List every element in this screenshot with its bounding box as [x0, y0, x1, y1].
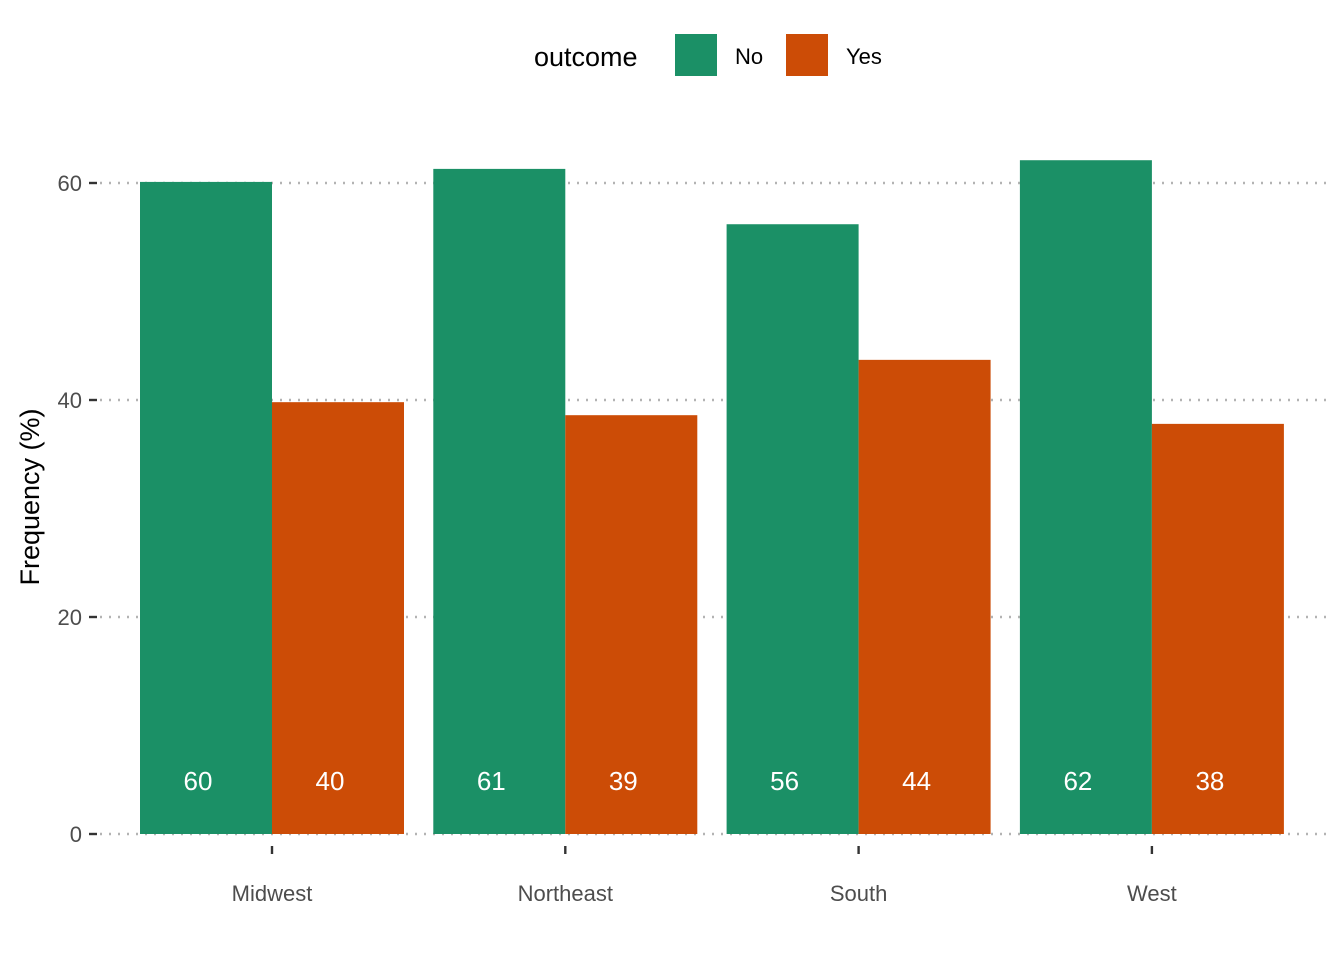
bar-northeast-no — [433, 168, 566, 834]
bar-midwest-no — [140, 181, 272, 835]
bar-west-no — [1019, 160, 1152, 835]
bar-value-label: 61 — [477, 766, 506, 796]
legend-label-no: No — [735, 44, 763, 69]
y-axis: 0 20 40 60 — [58, 171, 97, 847]
y-tick-label: 0 — [70, 822, 82, 847]
legend: outcome No Yes — [534, 34, 882, 76]
x-tick-label: South — [830, 881, 888, 906]
y-tick-label: 60 — [58, 171, 82, 196]
y-axis-title: Frequency (%) — [15, 408, 45, 585]
y-tick-label: 20 — [58, 605, 82, 630]
bar-value-label: 40 — [316, 766, 345, 796]
legend-key-no — [675, 34, 717, 76]
x-tick-label: West — [1127, 881, 1177, 906]
x-tick-label: Northeast — [518, 881, 613, 906]
x-tick-label: Midwest — [232, 881, 313, 906]
bar-value-label: 44 — [902, 766, 931, 796]
bar-value-label: 56 — [770, 766, 799, 796]
legend-label-yes: Yes — [846, 44, 882, 69]
legend-title: outcome — [534, 42, 638, 72]
bar-south-no — [726, 224, 859, 835]
legend-key-yes — [786, 34, 828, 76]
bar-west-yes — [1151, 423, 1284, 834]
bars — [140, 160, 1284, 835]
bar-value-label: 60 — [184, 766, 213, 796]
y-tick-label: 40 — [58, 388, 82, 413]
bar-midwest-yes — [272, 402, 404, 834]
bar-value-label: 39 — [609, 766, 638, 796]
bar-value-label: 62 — [1063, 766, 1092, 796]
x-axis: Midwest Northeast South West — [232, 846, 1177, 906]
bar-value-labels: 60 40 61 39 56 44 62 38 — [184, 766, 1225, 796]
bar-value-label: 38 — [1195, 766, 1224, 796]
bar-south-yes — [858, 359, 991, 834]
bar-northeast-yes — [565, 415, 698, 834]
